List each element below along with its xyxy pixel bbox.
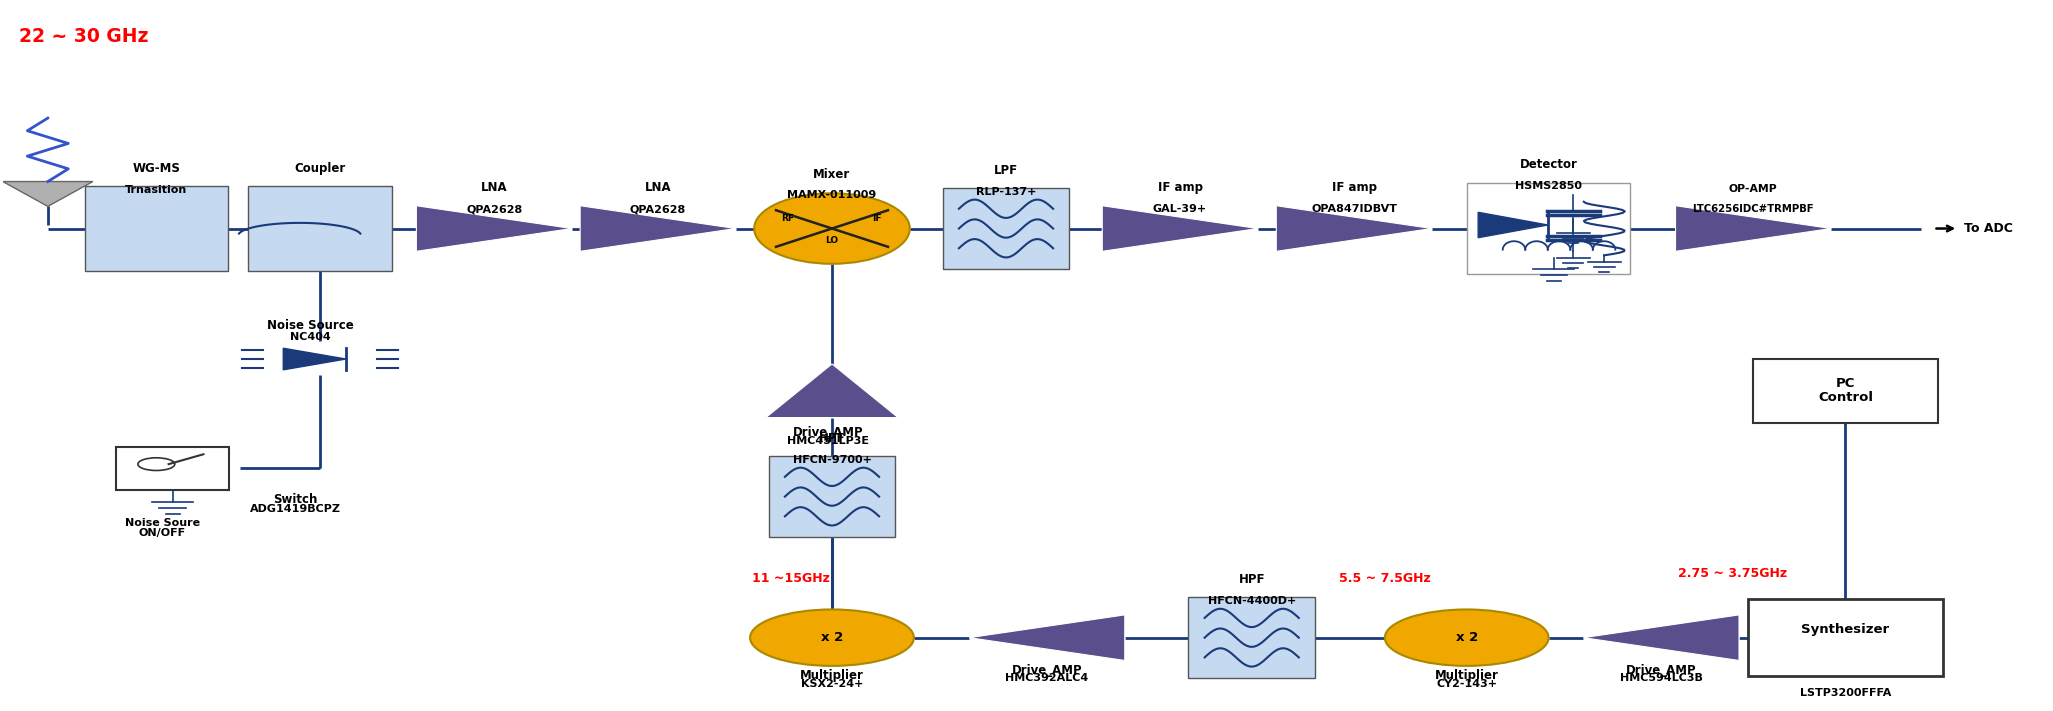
Ellipse shape: [753, 193, 909, 264]
Text: RLP-137+: RLP-137+: [975, 186, 1037, 196]
Text: HFCN-4400D+: HFCN-4400D+: [1207, 596, 1295, 606]
Text: PC: PC: [1835, 378, 1856, 390]
Text: MAMX-011009: MAMX-011009: [788, 191, 877, 201]
Text: RF: RF: [780, 215, 795, 223]
Polygon shape: [1102, 205, 1258, 251]
Text: IF amp: IF amp: [1158, 181, 1203, 194]
Polygon shape: [766, 364, 897, 417]
Text: LO: LO: [825, 235, 838, 245]
Text: Drive_AMP: Drive_AMP: [1626, 664, 1696, 677]
Text: QPA2628: QPA2628: [466, 204, 521, 214]
Text: Synthesizer: Synthesizer: [1800, 623, 1889, 636]
Text: KSX2-24+: KSX2-24+: [801, 678, 862, 688]
Polygon shape: [1583, 615, 1739, 661]
Text: HMC594LC3B: HMC594LC3B: [1620, 673, 1702, 683]
Text: Detector: Detector: [1519, 159, 1577, 171]
FancyBboxPatch shape: [248, 186, 392, 271]
FancyBboxPatch shape: [1466, 183, 1630, 274]
Text: Trnasition: Trnasition: [125, 185, 187, 195]
Text: LTC6256IDC#TRMPBF: LTC6256IDC#TRMPBF: [1692, 204, 1815, 214]
FancyBboxPatch shape: [84, 186, 228, 271]
Text: 2.75 ~ 3.75GHz: 2.75 ~ 3.75GHz: [1677, 567, 1788, 580]
Text: LNA: LNA: [645, 181, 671, 194]
Text: 5.5 ~ 7.5GHz: 5.5 ~ 7.5GHz: [1339, 572, 1431, 584]
Text: LPF: LPF: [994, 164, 1018, 176]
FancyBboxPatch shape: [768, 456, 895, 537]
Text: Drive_AMP: Drive_AMP: [792, 426, 862, 439]
Text: Noise Source: Noise Source: [267, 319, 353, 332]
Text: 11 ~15GHz: 11 ~15GHz: [751, 572, 829, 584]
Text: ON/OFF: ON/OFF: [140, 528, 187, 538]
Text: HPF: HPF: [1238, 573, 1265, 586]
Text: Mixer: Mixer: [813, 168, 850, 181]
Text: IF amp: IF amp: [1332, 181, 1378, 194]
Polygon shape: [1277, 205, 1431, 251]
Polygon shape: [969, 615, 1125, 661]
Text: Multiplier: Multiplier: [1435, 670, 1499, 683]
Polygon shape: [283, 348, 345, 370]
FancyBboxPatch shape: [1753, 359, 1938, 422]
Text: IF: IF: [873, 215, 881, 223]
Text: GAL-39+: GAL-39+: [1154, 204, 1207, 214]
Text: HPF: HPF: [819, 432, 846, 445]
Text: Switch: Switch: [273, 493, 318, 506]
Polygon shape: [1478, 213, 1548, 237]
Text: x 2: x 2: [821, 631, 844, 644]
Text: Coupler: Coupler: [294, 162, 345, 175]
Text: OP-AMP: OP-AMP: [1729, 184, 1778, 194]
Text: HFCN-9700+: HFCN-9700+: [792, 454, 870, 464]
Text: NC404: NC404: [289, 332, 331, 342]
Text: Noise Soure: Noise Soure: [125, 518, 199, 528]
Text: x 2: x 2: [1456, 631, 1478, 644]
Text: HMC392ALC4: HMC392ALC4: [1006, 673, 1088, 683]
Text: HSMS2850: HSMS2850: [1515, 181, 1583, 191]
Text: WG-MS: WG-MS: [131, 162, 181, 175]
Text: CY2-143+: CY2-143+: [1437, 678, 1497, 688]
Text: Control: Control: [1819, 391, 1872, 405]
Polygon shape: [2, 181, 92, 206]
FancyBboxPatch shape: [1749, 599, 1942, 676]
Text: QPA2628: QPA2628: [630, 204, 686, 214]
Text: Drive_AMP: Drive_AMP: [1012, 664, 1082, 677]
Polygon shape: [1675, 205, 1831, 251]
Text: 22 ~ 30 GHz: 22 ~ 30 GHz: [18, 28, 148, 46]
Text: ADG1419BCPZ: ADG1419BCPZ: [250, 503, 341, 513]
Text: To ADC: To ADC: [1965, 222, 2014, 235]
Text: OPA847IDBVT: OPA847IDBVT: [1312, 204, 1398, 214]
Circle shape: [749, 609, 914, 666]
Circle shape: [138, 458, 175, 471]
Circle shape: [1386, 609, 1548, 666]
Text: HMC451LP3E: HMC451LP3E: [786, 436, 868, 446]
Text: LNA: LNA: [480, 181, 507, 194]
FancyBboxPatch shape: [1189, 597, 1316, 678]
Polygon shape: [581, 205, 735, 251]
FancyBboxPatch shape: [117, 447, 230, 490]
Text: Multiplier: Multiplier: [801, 670, 864, 683]
Text: LSTP3200FFFA: LSTP3200FFFA: [1800, 688, 1891, 697]
FancyBboxPatch shape: [942, 188, 1070, 269]
Polygon shape: [417, 205, 573, 251]
